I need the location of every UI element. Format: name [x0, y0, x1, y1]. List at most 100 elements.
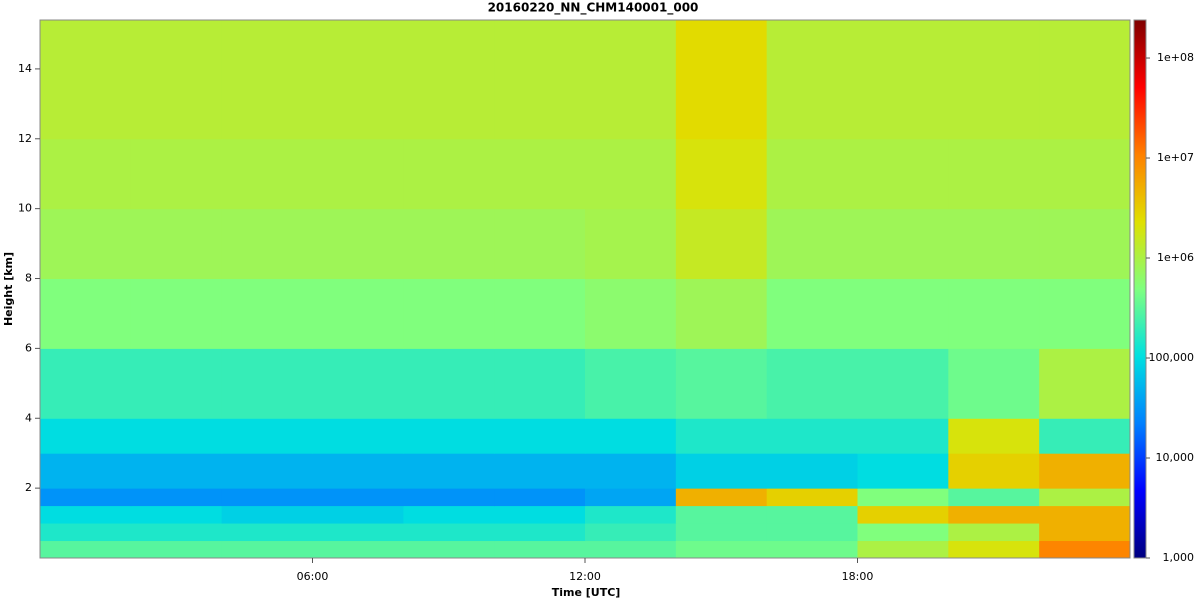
heat-cell: [1039, 523, 1131, 542]
heat-cell: [585, 453, 677, 489]
heat-cell: [857, 453, 949, 489]
heat-cell: [1039, 348, 1131, 419]
heat-cell: [312, 348, 404, 419]
heat-cell: [948, 418, 1040, 454]
y-tick-label: 14: [18, 62, 32, 75]
heat-cell: [675, 523, 768, 542]
heat-cell: [494, 505, 586, 524]
x-axis-label: Time [UTC]: [552, 586, 621, 599]
chart-title: 20160220_NN_CHM140001_000: [488, 1, 699, 16]
heat-cell: [766, 208, 858, 280]
y-tick-label: 6: [25, 341, 32, 354]
heat-cell: [40, 138, 132, 210]
heat-cell: [130, 540, 223, 559]
heat-cell: [221, 488, 313, 507]
heat-cell: [494, 418, 586, 454]
heat-cell: [675, 453, 768, 489]
heat-cell: [766, 348, 858, 419]
heat-cell: [40, 453, 132, 489]
heat-cell: [130, 278, 223, 349]
heat-cell: [1039, 453, 1131, 489]
heat-cell: [221, 418, 313, 454]
heat-cell: [585, 278, 677, 349]
heat-cell: [675, 488, 768, 507]
heat-cell: [40, 540, 132, 559]
heat-cell: [675, 505, 768, 524]
heat-cell: [40, 505, 132, 524]
heat-cell: [312, 523, 404, 542]
heat-cell: [40, 208, 132, 280]
heat-cell: [675, 138, 768, 210]
heat-cell: [403, 348, 495, 419]
heat-cell: [221, 453, 313, 489]
heat-cell: [40, 488, 132, 507]
heat-cell: [130, 488, 223, 507]
heat-cell: [221, 348, 313, 419]
heat-cell: [130, 348, 223, 419]
heat-cell: [766, 20, 858, 140]
colorbar-tick-label: 10,000: [1156, 451, 1195, 464]
heat-cell: [948, 138, 1040, 210]
heat-cell: [766, 540, 858, 559]
heat-cell: [857, 138, 949, 210]
colorbar-tick-label: 1e+07: [1157, 151, 1194, 164]
colorbar: [1133, 19, 1147, 559]
heat-cell: [494, 208, 586, 280]
heat-cell: [130, 418, 223, 454]
heat-cell: [948, 20, 1040, 140]
heat-cell: [675, 418, 768, 454]
heat-cell: [1039, 208, 1131, 280]
heat-cell: [312, 453, 404, 489]
heat-cell: [1039, 540, 1131, 559]
heat-cell: [494, 540, 586, 559]
heat-cell: [766, 453, 858, 489]
heat-cell: [766, 278, 858, 349]
heat-cell: [585, 208, 677, 280]
heat-cell: [494, 20, 586, 140]
heat-cell: [585, 505, 677, 524]
heat-cell: [494, 278, 586, 349]
heat-cell: [221, 523, 313, 542]
heat-cell: [221, 20, 313, 140]
heat-cell: [948, 540, 1040, 559]
heat-cell: [403, 208, 495, 280]
heat-cell: [312, 138, 404, 210]
heat-cell: [403, 20, 495, 140]
heat-cell: [857, 505, 949, 524]
heat-cell: [403, 523, 495, 542]
heat-cell: [40, 523, 132, 542]
heat-cell: [585, 523, 677, 542]
heat-cell: [40, 348, 132, 419]
heat-cell: [857, 523, 949, 542]
heat-cell: [857, 488, 949, 507]
heat-cell: [948, 348, 1040, 419]
colorbar-tick-label: 100,000: [1149, 351, 1195, 364]
heat-cell: [857, 278, 949, 349]
heat-cell: [948, 278, 1040, 349]
heat-cell: [948, 453, 1040, 489]
colorbar-tick-label: 1e+08: [1157, 51, 1194, 64]
heat-cell: [221, 278, 313, 349]
heat-cell: [675, 540, 768, 559]
heat-cell: [403, 138, 495, 210]
heat-cell: [675, 348, 768, 419]
heat-cell: [312, 208, 404, 280]
heat-cell: [494, 453, 586, 489]
heat-cell: [494, 138, 586, 210]
y-axis-label: Height [km]: [2, 252, 15, 326]
heat-cell: [1039, 418, 1131, 454]
heat-cell: [403, 505, 495, 524]
heat-cell: [585, 418, 677, 454]
x-tick-label: 06:00: [297, 570, 329, 583]
heat-cell: [130, 20, 223, 140]
heat-cell: [675, 278, 768, 349]
colorbar-tick-label: 1,000: [1163, 551, 1195, 564]
heat-cell: [766, 138, 858, 210]
heat-cell: [585, 20, 677, 140]
heat-cell: [403, 278, 495, 349]
heat-cell: [221, 540, 313, 559]
heat-cell: [221, 505, 313, 524]
y-tick-label: 12: [18, 132, 32, 145]
heat-cell: [403, 418, 495, 454]
heat-cell: [312, 20, 404, 140]
